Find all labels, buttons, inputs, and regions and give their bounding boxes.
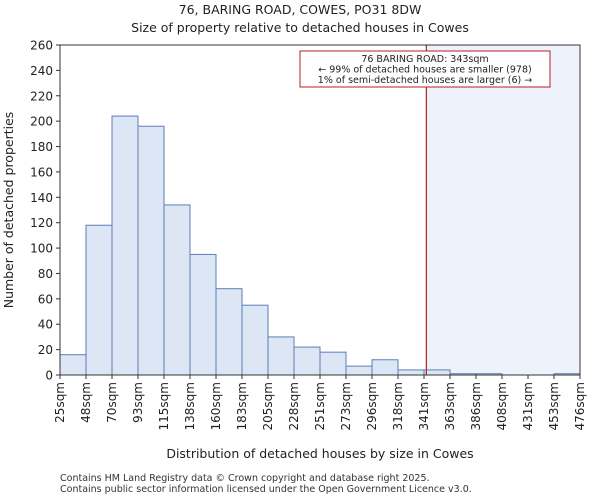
- x-tick-label: 408sqm: [495, 382, 509, 430]
- x-tick-label: 318sqm: [391, 382, 405, 430]
- histogram-bar: [59, 354, 87, 376]
- y-tick-label: 140: [30, 191, 53, 205]
- histogram-bar: [267, 336, 295, 376]
- footer-line-2: Contains public sector information licen…: [60, 484, 472, 495]
- y-tick-label: 220: [30, 89, 53, 103]
- histogram-bar: [345, 365, 373, 376]
- x-tick-label: 70sqm: [105, 382, 119, 423]
- annotation-box: [299, 50, 551, 88]
- histogram-bar: [137, 125, 165, 376]
- histogram-bar: [293, 346, 321, 376]
- x-tick-label: 431sqm: [521, 382, 535, 430]
- x-tick-label: 453sqm: [547, 382, 561, 430]
- histogram-bar: [111, 115, 139, 376]
- y-tick-label: 80: [38, 267, 53, 281]
- x-tick-label: 296sqm: [365, 382, 379, 430]
- annotation-line: 76 BARING ROAD: 343sqm: [361, 54, 488, 65]
- y-tick-label: 160: [30, 165, 53, 179]
- x-tick-label: 251sqm: [313, 382, 327, 430]
- x-tick-label: 138sqm: [183, 382, 197, 430]
- y-tick-label: 120: [30, 216, 53, 230]
- y-tick-label: 100: [30, 242, 53, 256]
- x-tick-label: 160sqm: [209, 382, 223, 430]
- x-tick-label: 228sqm: [287, 382, 301, 430]
- annotation-line: ← 99% of detached houses are smaller (97…: [318, 65, 531, 76]
- y-tick-label: 60: [38, 292, 53, 306]
- histogram-bar: [163, 204, 191, 376]
- y-tick-label: 40: [38, 318, 53, 332]
- histogram-bar: [397, 369, 425, 376]
- histogram-bar: [85, 224, 113, 376]
- y-tick-label: 20: [38, 343, 53, 357]
- y-tick-label: 180: [30, 140, 53, 154]
- y-tick-label: 200: [30, 115, 53, 129]
- x-tick-label: 363sqm: [443, 382, 457, 430]
- histogram-bar: [371, 359, 399, 376]
- x-tick-label: 205sqm: [261, 382, 275, 430]
- histogram-bar: [241, 304, 269, 376]
- y-tick-label: 240: [30, 64, 53, 78]
- x-tick-label: 183sqm: [235, 382, 249, 430]
- chart-title: 76, BARING ROAD, COWES, PO31 8DW: [178, 2, 422, 17]
- x-tick-label: 386sqm: [469, 382, 483, 430]
- y-tick-label: 260: [30, 39, 53, 53]
- x-tick-label: 341sqm: [417, 382, 431, 430]
- footer-line-1: Contains HM Land Registry data © Crown c…: [60, 473, 430, 484]
- chart-subtitle: Size of property relative to detached ho…: [131, 20, 469, 35]
- histogram-bar: [319, 351, 347, 376]
- histogram-bar: [189, 253, 217, 376]
- x-tick-label: 25sqm: [53, 382, 67, 423]
- y-tick-label: 0: [45, 369, 53, 383]
- x-tick-label: 93sqm: [131, 382, 145, 423]
- x-tick-label: 48sqm: [79, 382, 93, 423]
- x-tick-label: 476sqm: [573, 382, 587, 430]
- x-axis-label: Distribution of detached houses by size …: [166, 446, 473, 461]
- x-tick-label: 273sqm: [339, 382, 353, 430]
- annotation-line: 1% of semi-detached houses are larger (6…: [318, 75, 532, 86]
- histogram-bar: [215, 288, 243, 376]
- x-tick-label: 115sqm: [157, 382, 171, 430]
- y-axis-label: Number of detached properties: [1, 112, 16, 309]
- larger-region-shade: [426, 45, 580, 375]
- histogram-bar: [423, 369, 451, 376]
